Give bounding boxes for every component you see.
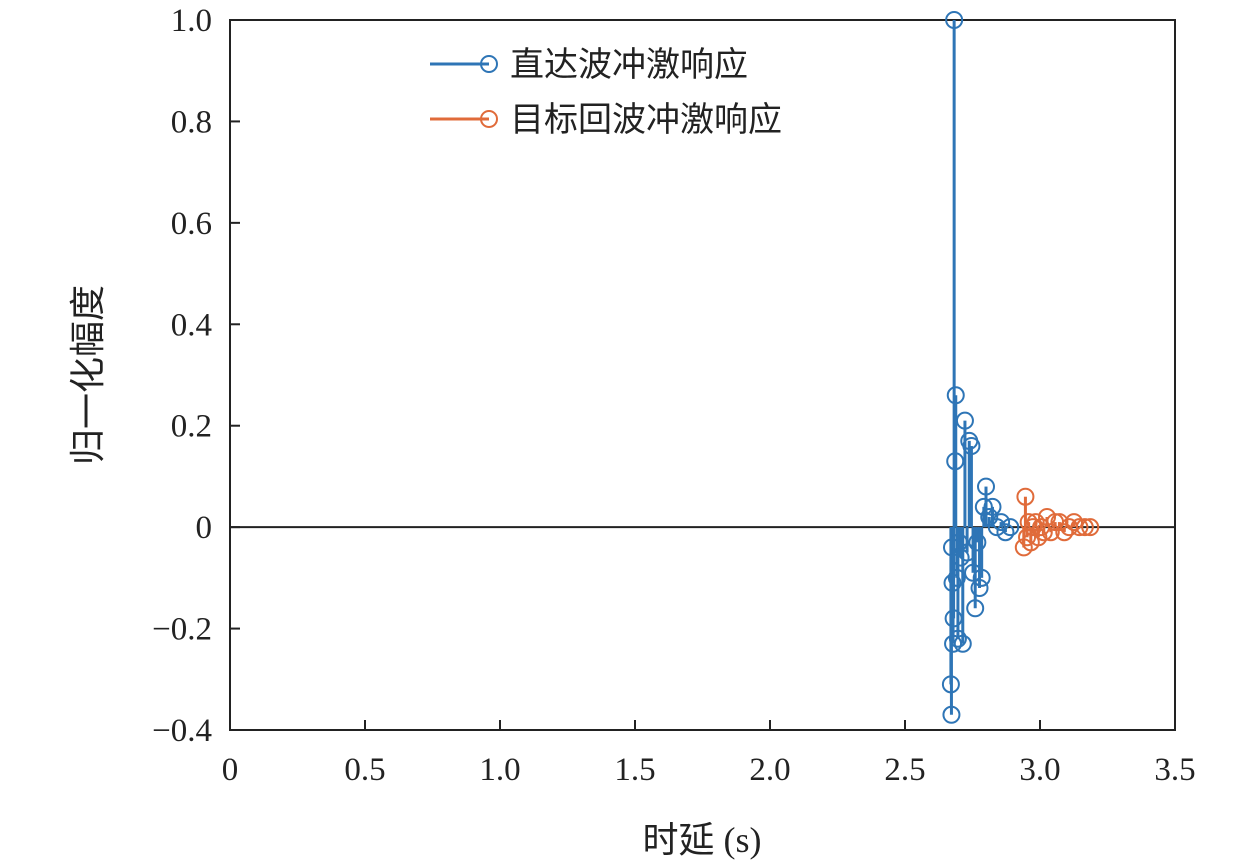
series-direct (941, 11, 1020, 724)
stem-marker (946, 386, 965, 405)
stem-marker (942, 705, 961, 724)
y-axis: −0.4 −0.2 0 0.2 0.4 0.6 0.8 1.0 (152, 3, 240, 749)
x-axis: 0 0.5 1.0 1.5 2.0 2.5 3.0 3.5 (222, 720, 1196, 788)
stem-marker (992, 513, 1011, 532)
legend-label-direct: 直达波冲激响应 (510, 46, 748, 84)
stem-marker (1029, 528, 1048, 547)
stem-marker (1016, 487, 1035, 506)
y-tick-label: 0.4 (171, 307, 212, 343)
x-tick-label: 0.5 (344, 752, 385, 788)
legend: 直达波冲激响应 目标回波冲激响应 (430, 46, 782, 139)
stem-marker (1075, 518, 1094, 537)
y-axis-label: 归一化幅度 (68, 285, 108, 465)
stem-marker (1070, 518, 1089, 537)
stem-marker (947, 568, 966, 587)
stem-marker (958, 543, 977, 562)
legend-item-echo: 目标回波冲激响应 (430, 101, 782, 139)
x-tick-label: 2.5 (884, 752, 925, 788)
y-tick-label: −0.4 (152, 713, 212, 749)
stem-marker (948, 629, 967, 648)
stem-marker (944, 634, 963, 653)
stem-marker (1019, 513, 1038, 532)
stem-marker (946, 452, 965, 471)
y-tick-label: −0.2 (152, 612, 212, 648)
stem-marker (1081, 518, 1100, 537)
x-tick-label: 3.5 (1154, 752, 1195, 788)
stem-marker (944, 609, 963, 628)
legend-marker-direct (480, 55, 498, 73)
stem-marker (974, 497, 993, 516)
stem-marker (1050, 513, 1069, 532)
stem-marker (966, 599, 985, 618)
legend-label-echo: 目标回波冲激响应 (510, 101, 782, 139)
x-axis-label: 时延 (s) (643, 820, 762, 860)
legend-item-direct: 直达波冲激响应 (430, 46, 748, 84)
x-tick-label: 1.5 (614, 752, 655, 788)
stem-marker (964, 563, 983, 582)
stem-marker (987, 518, 1006, 537)
y-tick-label: 0.2 (171, 409, 212, 445)
stem-marker (955, 411, 974, 430)
stem-marker (970, 579, 989, 597)
stem-marker (968, 533, 987, 552)
stem-marker (977, 477, 995, 496)
x-tick-label: 3.0 (1019, 752, 1060, 788)
y-tick-label: 1.0 (171, 3, 212, 39)
legend-marker-echo (480, 110, 498, 128)
x-tick-label: 0 (222, 752, 239, 788)
series-echo (1014, 487, 1100, 557)
stem-marker (943, 573, 962, 592)
stem-marker (1065, 513, 1084, 532)
series-layer (941, 11, 1100, 724)
stem-marker (1001, 518, 1020, 537)
y-tick-label: 0.6 (171, 206, 212, 242)
stem-marker (945, 11, 964, 29)
x-tick-label: 1.0 (479, 752, 520, 788)
stem-marker (953, 634, 972, 653)
y-tick-label: 0.8 (171, 104, 212, 140)
stem-marker (941, 675, 960, 694)
stem-marker (962, 437, 981, 455)
plot-frame (229, 19, 1176, 731)
stem-marker (983, 497, 1002, 516)
x-tick-label: 2.0 (749, 752, 790, 788)
y-tick-label: 0 (196, 510, 213, 546)
stem-marker (996, 523, 1015, 542)
stem-marker (972, 568, 991, 587)
